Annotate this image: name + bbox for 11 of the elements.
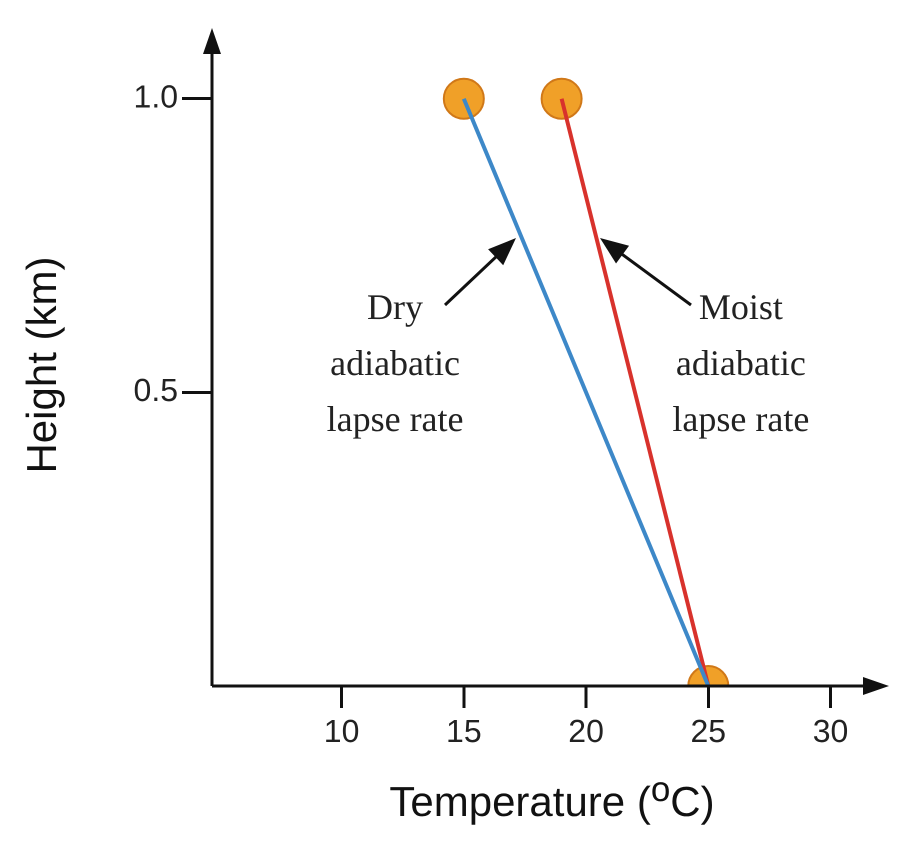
x-tick-label: 20 — [568, 713, 604, 750]
y-tick-label: 0.5 — [134, 372, 178, 408]
x-tick-label: 25 — [690, 713, 726, 750]
x-tick-label: 30 — [812, 713, 848, 750]
annotation: Dry adiabatic lapse rate — [326, 286, 464, 439]
y-tick-label: 1.0 — [134, 78, 178, 115]
y-axis-title: Height (km) — [18, 256, 66, 474]
x-tick-label: 15 — [446, 713, 482, 750]
x-tick-label: 10 — [324, 713, 360, 750]
annotation: Moist adiabatic lapse rate — [672, 286, 810, 439]
x-axis-title: Temperature ($^{o}$C) — [388, 770, 716, 826]
